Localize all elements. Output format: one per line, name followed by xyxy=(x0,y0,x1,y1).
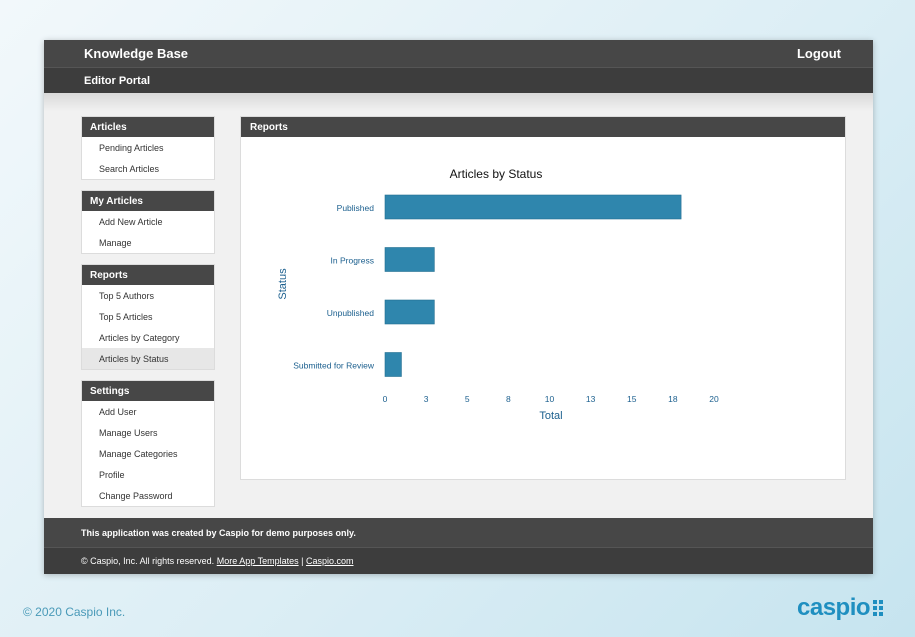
footer-notice: This application was created by Caspio f… xyxy=(44,518,873,547)
sidebar-item-manage-users[interactable]: Manage Users xyxy=(99,427,158,438)
more-templates-link[interactable]: More App Templates xyxy=(216,556,299,566)
top-bar: Knowledge Base Logout xyxy=(44,40,873,67)
footer-links: © Caspio, Inc. All rights reserved. More… xyxy=(44,547,873,574)
x-tick-label: 8 xyxy=(506,394,511,404)
portal-title: Editor Portal xyxy=(84,74,151,87)
sidebar-item-articles-by-status[interactable]: Articles by Status xyxy=(82,348,214,369)
x-tick-label: 15 xyxy=(627,394,637,404)
status-bar xyxy=(384,247,435,272)
reports-heading: Reports xyxy=(241,117,845,137)
app-window: Knowledge Base Logout Editor Portal Arti… xyxy=(44,40,873,574)
sidebar-item-manage-categories[interactable]: Manage Categories xyxy=(99,448,178,459)
x-tick-label: 5 xyxy=(465,394,470,404)
page-copyright: © 2020 Caspio Inc. xyxy=(23,605,126,619)
category-label: Unpublished xyxy=(327,308,375,318)
sidebar-group-reports: Reports Top 5 Authors Top 5 Articles Articl… xyxy=(81,264,215,370)
x-tick-label: 10 xyxy=(545,394,555,404)
caspio-site-link[interactable]: Caspio.com xyxy=(305,556,354,566)
category-label: In Progress xyxy=(331,256,374,266)
sidebar-heading: Articles xyxy=(82,117,214,137)
status-bar xyxy=(384,352,402,377)
x-tick-label: 18 xyxy=(668,394,678,404)
reports-panel: Reports Articles by Status Published In Pr… xyxy=(240,116,846,480)
footer-separator: | xyxy=(301,556,304,566)
sidebar-item-change-password[interactable]: Change Password xyxy=(99,490,173,501)
app-title: Knowledge Base xyxy=(84,46,189,61)
sidebar-item-top-5-articles[interactable]: Top 5 Articles xyxy=(99,311,153,322)
header-shadow xyxy=(44,93,873,111)
sidebar-item-pending-articles[interactable]: Pending Articles xyxy=(99,142,164,153)
sidebar-group-articles: Articles Pending Articles Search Articles xyxy=(81,116,215,180)
x-tick-label: 20 xyxy=(709,394,719,404)
articles-by-status-chart: Articles by Status Published In Progress Un… xyxy=(277,167,719,422)
sidebar-group-settings: Settings Add User Manage Users Manage Categ… xyxy=(81,380,215,507)
sidebar-item-top-5-authors[interactable]: Top 5 Authors xyxy=(99,290,155,301)
sidebar: Articles Pending Articles Search Articles M… xyxy=(81,116,215,517)
sidebar-item-manage[interactable]: Manage xyxy=(99,237,132,248)
x-tick-label: 0 xyxy=(383,394,388,404)
logout-link[interactable]: Logout xyxy=(796,46,841,61)
sidebar-heading: Reports xyxy=(82,265,214,285)
category-label: Published xyxy=(337,203,375,213)
sidebar-heading: My Articles xyxy=(82,191,214,211)
logo-dots-icon xyxy=(873,600,884,616)
sidebar-item-search-articles[interactable]: Search Articles xyxy=(99,163,160,174)
x-tick-label: 13 xyxy=(586,394,596,404)
sidebar-group-my-articles: My Articles Add New Article Manage xyxy=(81,190,215,254)
x-tick-label: 3 xyxy=(424,394,429,404)
caspio-logo: caspio xyxy=(797,594,884,622)
x-axis-label: Total xyxy=(539,410,562,422)
y-axis-label: Status xyxy=(277,268,289,300)
sidebar-heading: Settings xyxy=(82,381,214,401)
status-bar xyxy=(384,194,682,220)
rights-text: © Caspio, Inc. All rights reserved. xyxy=(81,556,215,566)
logo-text: caspio xyxy=(797,594,871,621)
portal-bar: Editor Portal xyxy=(44,67,873,93)
sidebar-item-add-new-article[interactable]: Add New Article xyxy=(99,216,163,227)
sidebar-item-add-user[interactable]: Add User xyxy=(99,406,137,417)
category-label: Submitted for Review xyxy=(293,361,375,371)
sidebar-item-articles-by-category[interactable]: Articles by Category xyxy=(99,332,180,343)
demo-notice: This application was created by Caspio f… xyxy=(81,527,356,538)
chart-title: Articles by Status xyxy=(450,167,543,181)
sidebar-item-profile[interactable]: Profile xyxy=(99,469,125,480)
status-bar xyxy=(384,299,435,325)
